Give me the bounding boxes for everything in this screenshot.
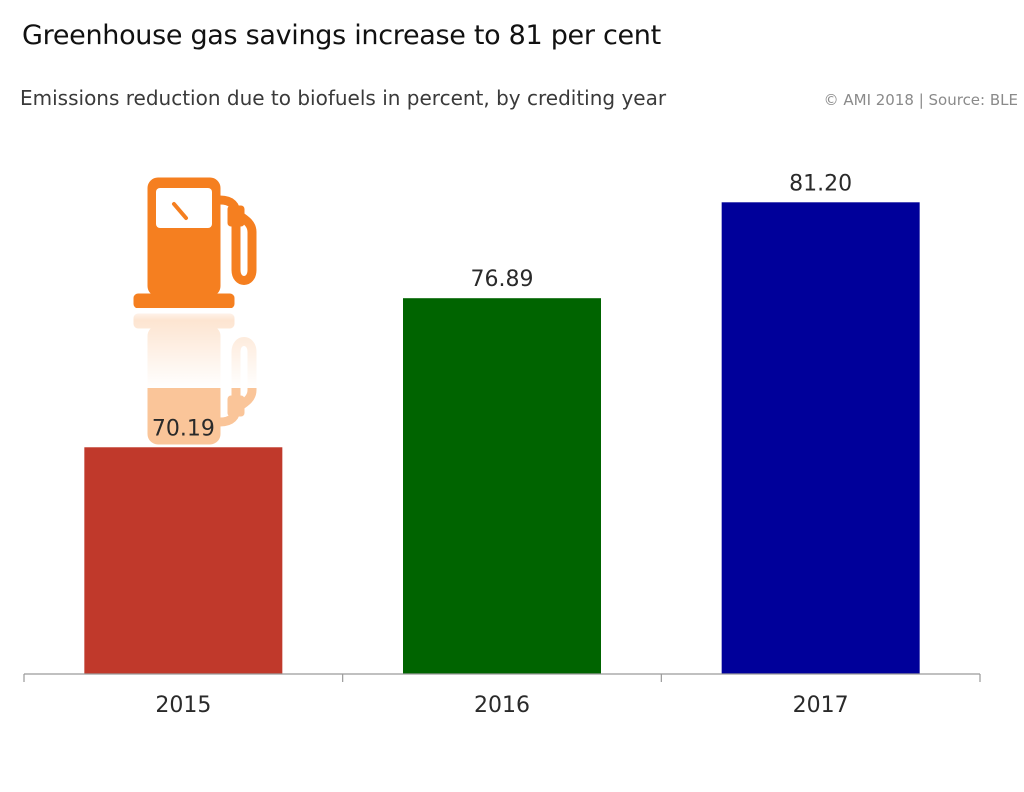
value-label-2015: 70.19: [152, 416, 215, 441]
x-tick-label-2017: 2017: [793, 693, 849, 718]
source-credit: © AMI 2018 | Source: BLE: [823, 91, 1018, 109]
chart-title: Greenhouse gas savings increase to 81 pe…: [22, 20, 661, 51]
bar-2017: [721, 202, 920, 675]
x-tick-label-2016: 2016: [474, 693, 530, 718]
fuel-pump-icon: [120, 178, 270, 444]
x-axis: [23, 673, 981, 682]
chart-subtitle: Emissions reduction due to biofuels in p…: [20, 86, 667, 110]
bar-2015: [84, 447, 283, 674]
x-tick-label-2015: 2015: [155, 693, 211, 718]
value-label-2017: 81.20: [789, 171, 852, 196]
bar-2016: [403, 298, 601, 674]
value-label-2016: 76.89: [471, 267, 534, 292]
